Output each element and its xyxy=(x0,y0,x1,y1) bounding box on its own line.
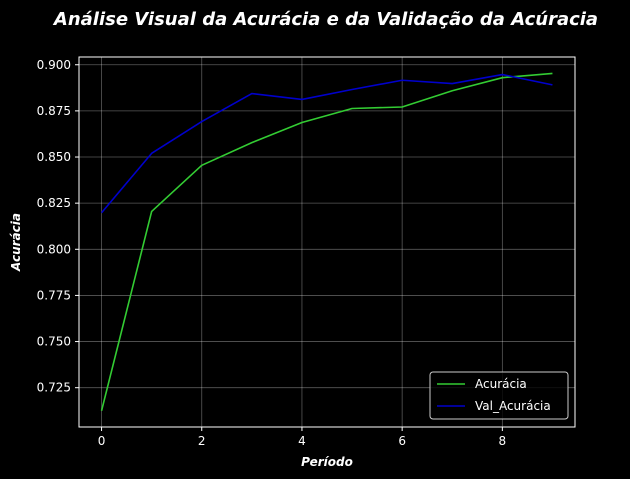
legend-label-acuracia: Acurácia xyxy=(475,377,527,391)
x-tick-label: 8 xyxy=(499,434,507,448)
y-tick-label: 0.800 xyxy=(37,242,71,256)
y-tick-label: 0.850 xyxy=(37,150,71,164)
y-tick-label: 0.750 xyxy=(37,335,71,349)
plot-frame xyxy=(78,56,576,428)
grid xyxy=(79,57,575,427)
x-tick-label: 4 xyxy=(298,434,306,448)
y-tick-label: 0.775 xyxy=(37,288,71,302)
y-tick-label: 0.725 xyxy=(37,381,71,395)
legend: Acurácia Val_Acurácia xyxy=(429,371,569,420)
axis-ticks: 0 2 4 6 8 0.725 0.750 0.775 0.800 0.825 0.850 0.875… xyxy=(37,58,507,448)
x-tick-label: 2 xyxy=(198,434,206,448)
chart-title: Análise Visual da Acurácia e da Validaçã… xyxy=(52,9,598,30)
y-tick-label: 0.875 xyxy=(37,104,71,118)
series-line-acuracia xyxy=(100,72,553,411)
y-tick-label: 0.825 xyxy=(37,196,71,210)
x-axis-label: Período xyxy=(301,455,353,469)
legend-label-val-acuracia: Val_Acurácia xyxy=(475,399,551,413)
y-tick-label: 0.900 xyxy=(37,58,71,72)
series-lines xyxy=(100,72,553,411)
y-axis-label: Acurácia xyxy=(9,213,23,272)
x-tick-label: 0 xyxy=(98,434,106,448)
series-line-val-acuracia xyxy=(100,73,553,214)
x-tick-label: 6 xyxy=(398,434,406,448)
